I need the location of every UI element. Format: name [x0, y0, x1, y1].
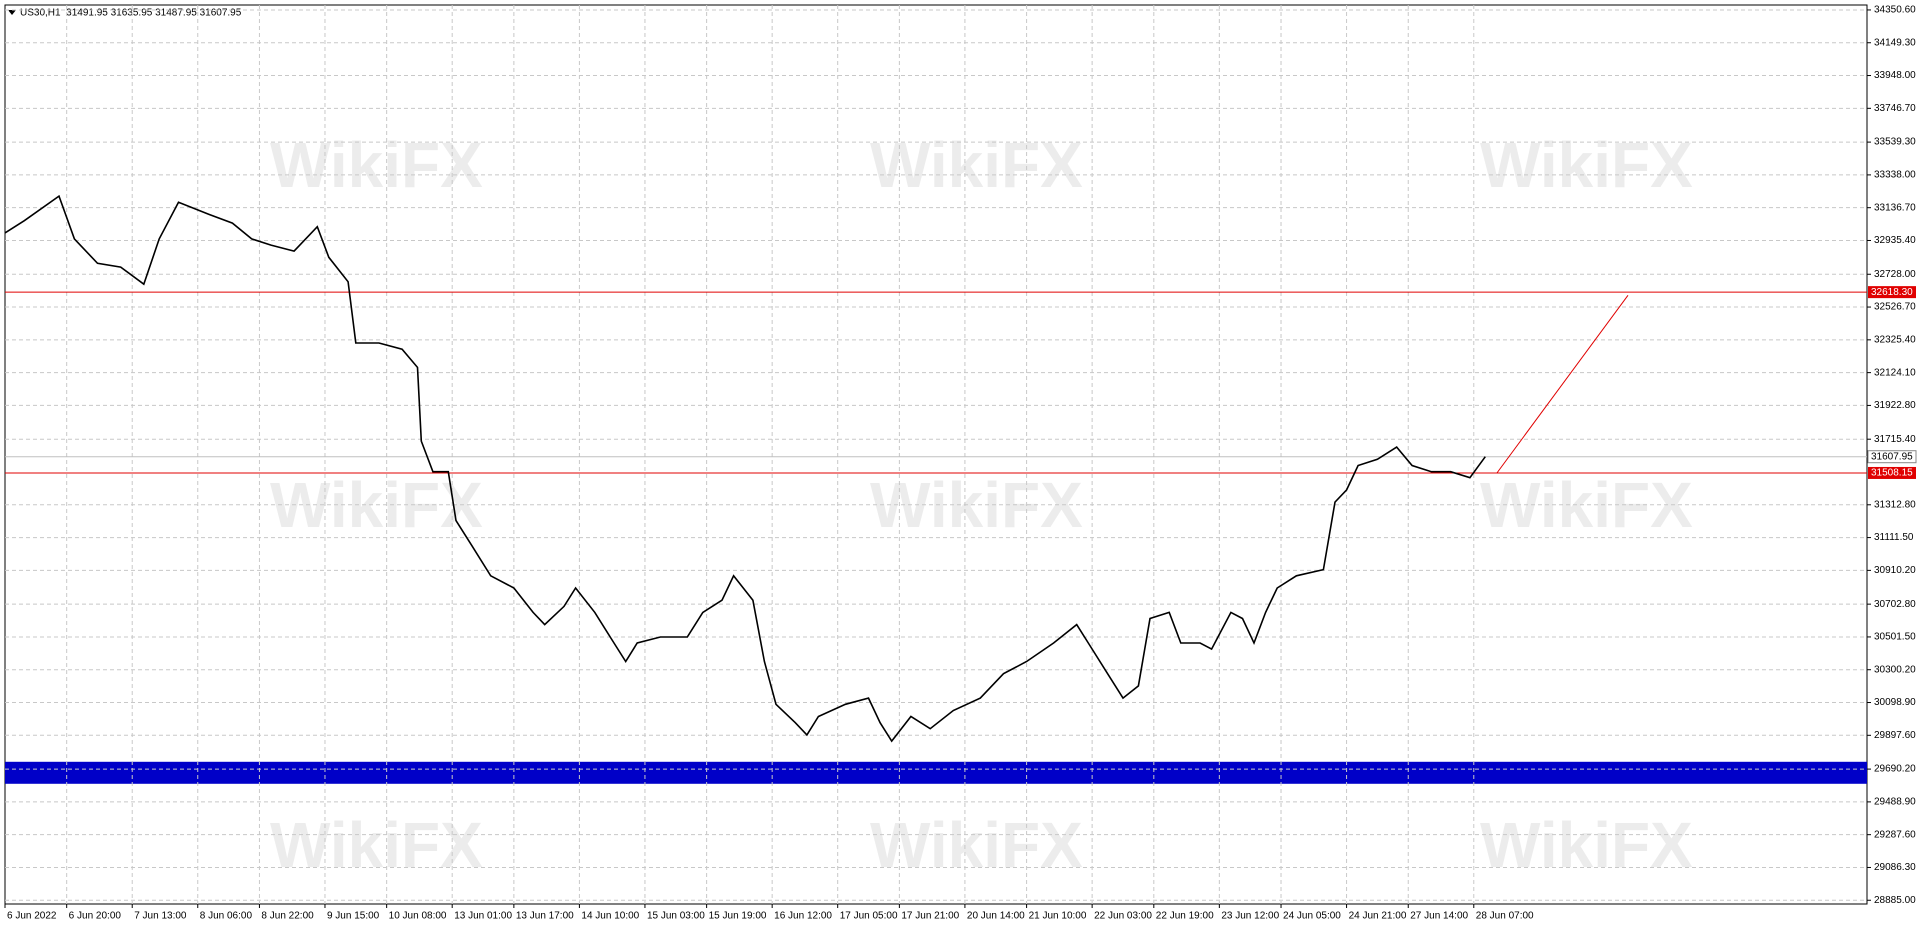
x-tick-label: 15 Jun 19:00	[709, 911, 767, 922]
support-zone	[5, 761, 1867, 784]
y-tick-label: 33136.70	[1874, 202, 1916, 213]
watermark: WikiFX	[270, 129, 483, 201]
y-tick-label: 31715.40	[1874, 434, 1916, 445]
y-tick-label: 30702.80	[1874, 599, 1916, 610]
trend-line	[1496, 294, 1629, 474]
x-tick-label: 17 Jun 21:00	[901, 911, 959, 922]
y-tick-label: 29897.60	[1874, 730, 1916, 741]
x-tick-label: 6 Jun 20:00	[69, 911, 122, 922]
x-tick-label: 22 Jun 03:00	[1094, 911, 1152, 922]
header-arrow	[8, 10, 16, 15]
x-tick-label: 20 Jun 14:00	[967, 911, 1025, 922]
x-tick-label: 24 Jun 05:00	[1283, 911, 1341, 922]
price-level-tag	[1868, 466, 1916, 479]
y-tick-label: 31922.80	[1874, 400, 1916, 411]
y-tick-label: 29488.90	[1874, 797, 1916, 808]
x-tick-label: 23 Jun 12:00	[1221, 911, 1279, 922]
y-tick-label: 29287.60	[1874, 829, 1916, 840]
y-tick-label: 31312.80	[1874, 499, 1916, 510]
y-tick-label: 28885.00	[1874, 895, 1916, 906]
watermark: WikiFX	[1480, 129, 1693, 201]
y-tick-label: 32526.70	[1874, 302, 1916, 313]
y-tick-label: 32124.10	[1874, 367, 1916, 378]
x-tick-label: 8 Jun 06:00	[200, 911, 253, 922]
price-level-label: 31607.95	[1871, 451, 1913, 462]
x-tick-label: 22 Jun 19:00	[1156, 911, 1214, 922]
chart-header: US30,H1 31491.95 31635.95 31487.95 31607…	[20, 8, 242, 19]
y-tick-label: 30098.90	[1874, 697, 1916, 708]
x-tick-label: 6 Jun 2022	[7, 911, 57, 922]
y-tick-label: 33948.00	[1874, 70, 1916, 81]
x-tick-label: 28 Jun 07:00	[1476, 911, 1534, 922]
watermark: WikiFX	[270, 809, 483, 881]
y-tick-label: 30910.20	[1874, 565, 1916, 576]
x-tick-label: 14 Jun 10:00	[581, 911, 639, 922]
price-level-tag	[1868, 286, 1916, 299]
watermark: WikiFX	[870, 469, 1083, 541]
x-tick-label: 7 Jun 13:00	[134, 911, 187, 922]
x-tick-label: 21 Jun 10:00	[1029, 911, 1087, 922]
y-tick-label: 33746.70	[1874, 103, 1916, 114]
x-tick-label: 13 Jun 01:00	[454, 911, 512, 922]
y-tick-label: 32325.40	[1874, 334, 1916, 345]
x-tick-label: 8 Jun 22:00	[261, 911, 314, 922]
watermark: WikiFX	[1480, 809, 1693, 881]
y-tick-label: 34350.60	[1874, 5, 1916, 16]
x-tick-label: 16 Jun 12:00	[774, 911, 832, 922]
y-tick-label: 30300.20	[1874, 664, 1916, 675]
watermark: WikiFX	[870, 809, 1083, 881]
watermarks: WikiFX WikiFX WikiFX WikiFX WikiFX WikiF…	[270, 129, 1693, 881]
price-level-tag	[1867, 450, 1917, 464]
price-level-label: 31508.15	[1871, 468, 1913, 479]
x-tick-label: 27 Jun 14:00	[1410, 911, 1468, 922]
x-tick-label: 15 Jun 03:00	[647, 911, 705, 922]
y-tick-label: 32935.40	[1874, 235, 1916, 246]
watermark: WikiFX	[870, 129, 1083, 201]
x-tick-label: 10 Jun 08:00	[389, 911, 447, 922]
y-tick-label: 32728.00	[1874, 269, 1916, 280]
y-tick-label: 33338.00	[1874, 170, 1916, 181]
plot-frame	[4, 4, 1868, 905]
y-tick-label: 29086.30	[1874, 862, 1916, 873]
y-tick-label: 31111.50	[1874, 532, 1914, 543]
y-tick-label: 29690.20	[1874, 764, 1916, 775]
y-tick-label: 34149.30	[1874, 37, 1916, 48]
y-tick-label: 33539.30	[1874, 137, 1916, 148]
y-tick-label: 30501.50	[1874, 632, 1916, 643]
price-level-label: 32618.30	[1871, 287, 1913, 298]
x-tick-label: 9 Jun 15:00	[327, 911, 380, 922]
price-line	[4, 194, 1486, 743]
x-tick-label: 13 Jun 17:00	[516, 911, 574, 922]
x-tick-label: 24 Jun 21:00	[1349, 911, 1407, 922]
x-tick-label: 17 Jun 05:00	[840, 911, 898, 922]
